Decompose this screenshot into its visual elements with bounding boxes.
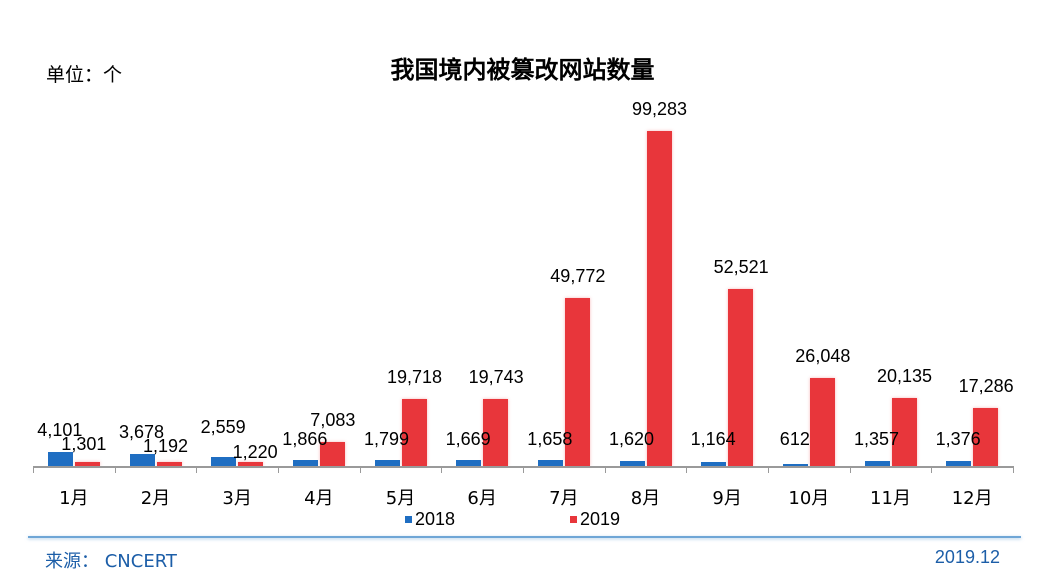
bar-2019-4 bbox=[319, 442, 345, 466]
data-label-2019: 49,772 bbox=[550, 266, 606, 287]
data-label-2019: 17,286 bbox=[958, 375, 1014, 396]
bar-2019-8 bbox=[646, 131, 672, 466]
x-axis-label: 1月 bbox=[59, 488, 89, 509]
x-axis-label: 2月 bbox=[140, 488, 171, 509]
x-axis-tick bbox=[114, 466, 116, 473]
x-axis-tick bbox=[849, 466, 851, 473]
legend-label: 2019 bbox=[580, 509, 621, 529]
data-label-2018: 3,678 bbox=[118, 421, 165, 442]
bar-2019-9 bbox=[728, 288, 754, 466]
x-axis-label: 6月 bbox=[467, 488, 497, 509]
x-axis-tick bbox=[523, 466, 524, 473]
bar-2018-9 bbox=[701, 462, 727, 466]
legend-swatch-icon bbox=[405, 516, 412, 523]
bar-2018-7 bbox=[537, 460, 563, 466]
data-label-2018: 1,866 bbox=[282, 429, 328, 449]
data-label-2019: 1,301 bbox=[61, 434, 107, 454]
legend-item-2019: 2019 bbox=[570, 509, 620, 530]
bar-2018-8 bbox=[619, 460, 645, 466]
x-axis-tick bbox=[686, 466, 688, 473]
data-label-2018: 4,101 bbox=[37, 420, 83, 441]
footer-divider bbox=[28, 536, 1021, 538]
x-axis-tick bbox=[768, 466, 769, 473]
bar-2018-2 bbox=[129, 453, 155, 466]
date-label: 2019.12 bbox=[934, 547, 1000, 567]
bar-2018-5 bbox=[374, 459, 400, 466]
bar-2018-1 bbox=[47, 452, 73, 466]
x-axis-label: 5月 bbox=[385, 488, 416, 509]
data-label-2019: 1,192 bbox=[142, 436, 189, 456]
data-label-2018: 1,357 bbox=[853, 429, 900, 449]
bar-2019-1 bbox=[74, 461, 100, 466]
legend-swatch-icon bbox=[570, 516, 577, 523]
x-axis-tick bbox=[278, 466, 279, 473]
x-axis-tick bbox=[604, 466, 606, 473]
data-label-2018: 1,164 bbox=[690, 429, 736, 449]
data-label-2019: 19,743 bbox=[468, 367, 524, 388]
data-label-2019: 52,521 bbox=[713, 256, 769, 277]
unit-label: 单位：个 bbox=[46, 64, 123, 86]
x-axis-tick bbox=[931, 466, 933, 473]
bar-2018-11 bbox=[864, 461, 890, 466]
bar-2019-11 bbox=[891, 398, 917, 466]
bar-2019-2 bbox=[156, 461, 182, 466]
x-axis-tick bbox=[196, 466, 198, 473]
bar-2019-10 bbox=[809, 378, 835, 466]
bar-2019-6 bbox=[483, 399, 509, 466]
data-label-2019: 99,283 bbox=[631, 99, 688, 119]
bar-2018-3 bbox=[211, 457, 237, 466]
x-axis-tick bbox=[33, 466, 34, 473]
x-axis-label: 12月 bbox=[951, 488, 993, 509]
x-axis-label: 10月 bbox=[788, 488, 830, 509]
data-label-2018: 1,658 bbox=[527, 429, 573, 449]
bar-2018-10 bbox=[782, 463, 808, 466]
x-axis-label: 8月 bbox=[630, 488, 661, 509]
source-label: 来源： CNCERT bbox=[45, 551, 177, 572]
x-axis-tick bbox=[359, 466, 361, 473]
bar-2019-5 bbox=[401, 399, 427, 466]
bar-2019-3 bbox=[238, 461, 264, 466]
bar-2019-12 bbox=[973, 407, 999, 466]
data-label-2018: 1,799 bbox=[363, 429, 410, 449]
bar-2018-4 bbox=[292, 459, 318, 466]
data-label-2018: 1,669 bbox=[445, 429, 491, 449]
data-label-2018: 1,620 bbox=[608, 429, 655, 449]
x-axis-tick bbox=[441, 466, 443, 473]
legend-item-2018: 2018 bbox=[405, 509, 455, 530]
data-label-2019: 26,048 bbox=[795, 346, 851, 367]
data-label-2019: 20,135 bbox=[876, 366, 933, 387]
chart-title: 我国境内被篡改网站数量 bbox=[390, 56, 655, 84]
bar-2018-6 bbox=[456, 460, 482, 466]
data-label-2019: 7,083 bbox=[310, 410, 356, 431]
x-axis-label: 4月 bbox=[304, 488, 334, 509]
data-label-2019: 19,718 bbox=[386, 367, 443, 388]
data-label-2018: 1,376 bbox=[935, 429, 981, 449]
x-axis-tick bbox=[1013, 466, 1014, 473]
x-axis-label: 7月 bbox=[549, 488, 579, 509]
x-axis-label: 11月 bbox=[870, 488, 911, 509]
x-axis-label: 9月 bbox=[712, 488, 742, 509]
data-label-2019: 1,220 bbox=[232, 442, 278, 462]
bar-2018-12 bbox=[946, 461, 972, 466]
bar-2019-7 bbox=[564, 298, 590, 466]
x-axis-label: 3月 bbox=[222, 488, 252, 509]
legend-label: 2018 bbox=[415, 509, 456, 529]
data-label-2018: 2,559 bbox=[200, 417, 246, 437]
data-label-2018: 612 bbox=[779, 429, 810, 449]
